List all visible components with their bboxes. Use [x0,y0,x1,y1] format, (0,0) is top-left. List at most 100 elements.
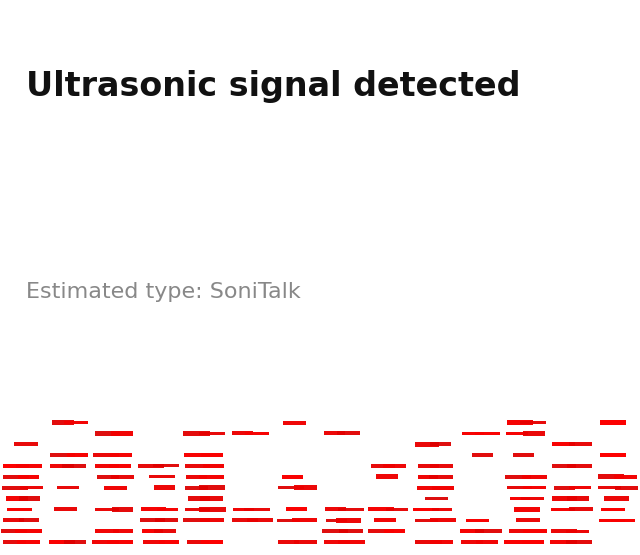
Bar [475,432,500,435]
Bar [322,529,348,533]
Bar [509,529,529,533]
Bar [154,486,175,490]
Bar [551,508,575,511]
Bar [552,464,575,468]
Bar [19,496,40,501]
Bar [430,442,451,446]
Bar [368,507,394,511]
Bar [63,541,86,543]
Bar [430,464,453,468]
Bar [111,475,134,479]
Bar [92,539,118,544]
Bar [614,486,639,490]
Bar [14,442,38,446]
Bar [522,475,547,479]
Bar [415,540,442,544]
Bar [430,518,456,522]
Bar [17,540,40,544]
Bar [552,529,577,533]
Bar [61,465,86,468]
Bar [113,529,133,533]
Bar [19,518,40,522]
Bar [550,540,577,544]
Bar [2,486,28,490]
Bar [337,431,360,435]
Bar [516,518,540,522]
Bar [413,508,439,511]
Bar [472,453,493,457]
Bar [600,420,626,425]
Bar [376,475,397,479]
Bar [600,453,626,457]
Bar [418,464,438,468]
Bar [569,507,593,511]
Bar [294,539,317,544]
Bar [52,420,74,425]
Bar [50,453,75,457]
Bar [104,486,127,490]
Bar [566,529,589,533]
Bar [199,486,225,490]
Bar [20,486,43,490]
Bar [604,496,629,501]
Text: Estimated type: SoniTalk: Estimated type: SoniTalk [26,282,300,302]
Bar [184,465,209,467]
Bar [598,486,621,490]
Bar [418,475,438,479]
Bar [277,519,300,522]
Bar [460,529,484,533]
Bar [200,518,223,522]
Bar [54,507,77,511]
Bar [339,541,365,543]
Bar [508,420,532,425]
Bar [57,486,79,490]
Bar [415,442,440,447]
Bar [143,529,163,533]
Bar [461,539,483,544]
Bar [431,508,452,511]
Bar [611,518,635,522]
Bar [3,540,26,544]
Bar [567,464,592,468]
Bar [506,432,528,435]
Bar [522,540,544,544]
Bar [200,507,226,512]
Bar [429,540,454,544]
Bar [109,465,131,468]
Bar [202,453,223,457]
Bar [566,540,592,544]
Bar [188,496,210,501]
Bar [233,508,253,511]
Bar [107,540,133,544]
Bar [504,541,530,543]
Bar [417,486,440,490]
Bar [185,486,207,490]
Bar [202,540,223,544]
Text: Ultrasonic signal detected: Ultrasonic signal detected [26,70,520,103]
Bar [232,431,253,435]
Bar [183,431,210,436]
Bar [326,518,348,522]
Bar [338,508,364,511]
Bar [387,508,408,511]
Bar [50,465,74,467]
Bar [552,442,575,447]
Bar [232,518,258,522]
Bar [3,518,24,522]
Bar [183,518,209,522]
Bar [522,497,543,500]
Bar [475,529,502,533]
Bar [523,431,545,436]
Bar [384,529,405,533]
Bar [154,465,179,467]
Bar [552,497,577,501]
Bar [368,529,394,533]
Bar [93,453,119,457]
Bar [140,518,165,522]
Bar [138,463,164,468]
Bar [425,497,448,501]
Bar [415,518,438,522]
Bar [566,496,589,501]
Bar [278,540,299,544]
Bar [520,421,546,425]
